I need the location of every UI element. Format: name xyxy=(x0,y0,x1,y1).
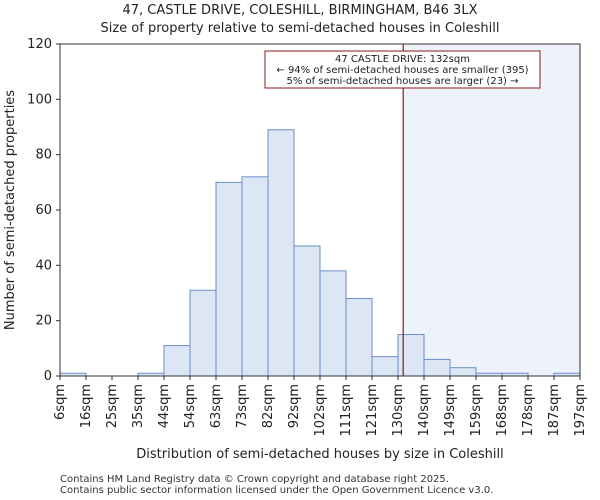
histogram-bar xyxy=(293,245,321,377)
x-tick-label: 111sqm xyxy=(339,384,354,437)
y-axis-label: Number of semi-detached properties xyxy=(3,90,18,330)
x-tick-label: 63sqm xyxy=(209,384,224,428)
histogram-bar xyxy=(397,334,425,377)
y-tick-label: 120 xyxy=(27,37,52,52)
x-tick-label: 35sqm xyxy=(131,384,146,428)
annotation-title: 47 CASTLE DRIVE: 132sqm xyxy=(335,54,470,65)
histogram-bar xyxy=(189,289,217,377)
histogram-bar xyxy=(449,367,477,377)
x-tick-label: 16sqm xyxy=(79,384,94,428)
x-tick-label: 82sqm xyxy=(261,384,276,428)
x-tick-label: 130sqm xyxy=(391,384,406,437)
x-tick-label: 178sqm xyxy=(521,384,536,437)
x-tick-label: 102sqm xyxy=(313,384,328,437)
x-tick-label: 168sqm xyxy=(495,384,510,437)
x-tick-label: 92sqm xyxy=(287,384,302,428)
x-tick-label: 149sqm xyxy=(443,384,458,437)
x-tick-label: 44sqm xyxy=(157,384,172,428)
x-tick-label: 54sqm xyxy=(183,384,198,428)
x-axis-label: Distribution of semi-detached houses by … xyxy=(136,447,503,462)
x-tick-label: 197sqm xyxy=(573,384,588,437)
x-tick-label: 6sqm xyxy=(53,384,68,420)
x-tick-label: 187sqm xyxy=(547,384,562,437)
histogram-bar xyxy=(345,298,373,377)
footer-licence: Contains public sector information licen… xyxy=(60,485,494,496)
histogram-bar xyxy=(319,270,347,377)
histogram-bar xyxy=(267,129,295,377)
x-tick-label: 140sqm xyxy=(417,384,432,437)
x-tick-label: 25sqm xyxy=(105,384,120,428)
chart-title-address: 47, CASTLE DRIVE, COLESHILL, BIRMINGHAM,… xyxy=(122,3,478,18)
y-tick-label: 100 xyxy=(27,92,52,107)
annotation-smaller: ← 94% of semi-detached houses are smalle… xyxy=(276,65,528,76)
y-tick-label: 0 xyxy=(44,369,52,384)
histogram-bar xyxy=(423,358,451,377)
histogram-bar xyxy=(371,356,399,377)
histogram-bar xyxy=(241,176,269,377)
y-tick-label: 40 xyxy=(35,258,52,273)
footer-copyright: Contains HM Land Registry data © Crown c… xyxy=(60,474,449,485)
x-tick-label: 73sqm xyxy=(235,384,250,428)
histogram-bar xyxy=(163,345,191,377)
y-tick-label: 20 xyxy=(35,314,52,329)
x-tick-label: 121sqm xyxy=(365,384,380,437)
histogram-bar xyxy=(215,181,243,377)
annotation-larger: 5% of semi-detached houses are larger (2… xyxy=(286,76,518,87)
chart-title-subtitle: Size of property relative to semi-detach… xyxy=(100,21,500,36)
larger-houses-region xyxy=(403,44,580,376)
x-tick-label: 159sqm xyxy=(469,384,484,437)
annotation-box xyxy=(264,50,541,89)
y-tick-label: 80 xyxy=(35,148,52,163)
y-tick-label: 60 xyxy=(35,203,52,218)
